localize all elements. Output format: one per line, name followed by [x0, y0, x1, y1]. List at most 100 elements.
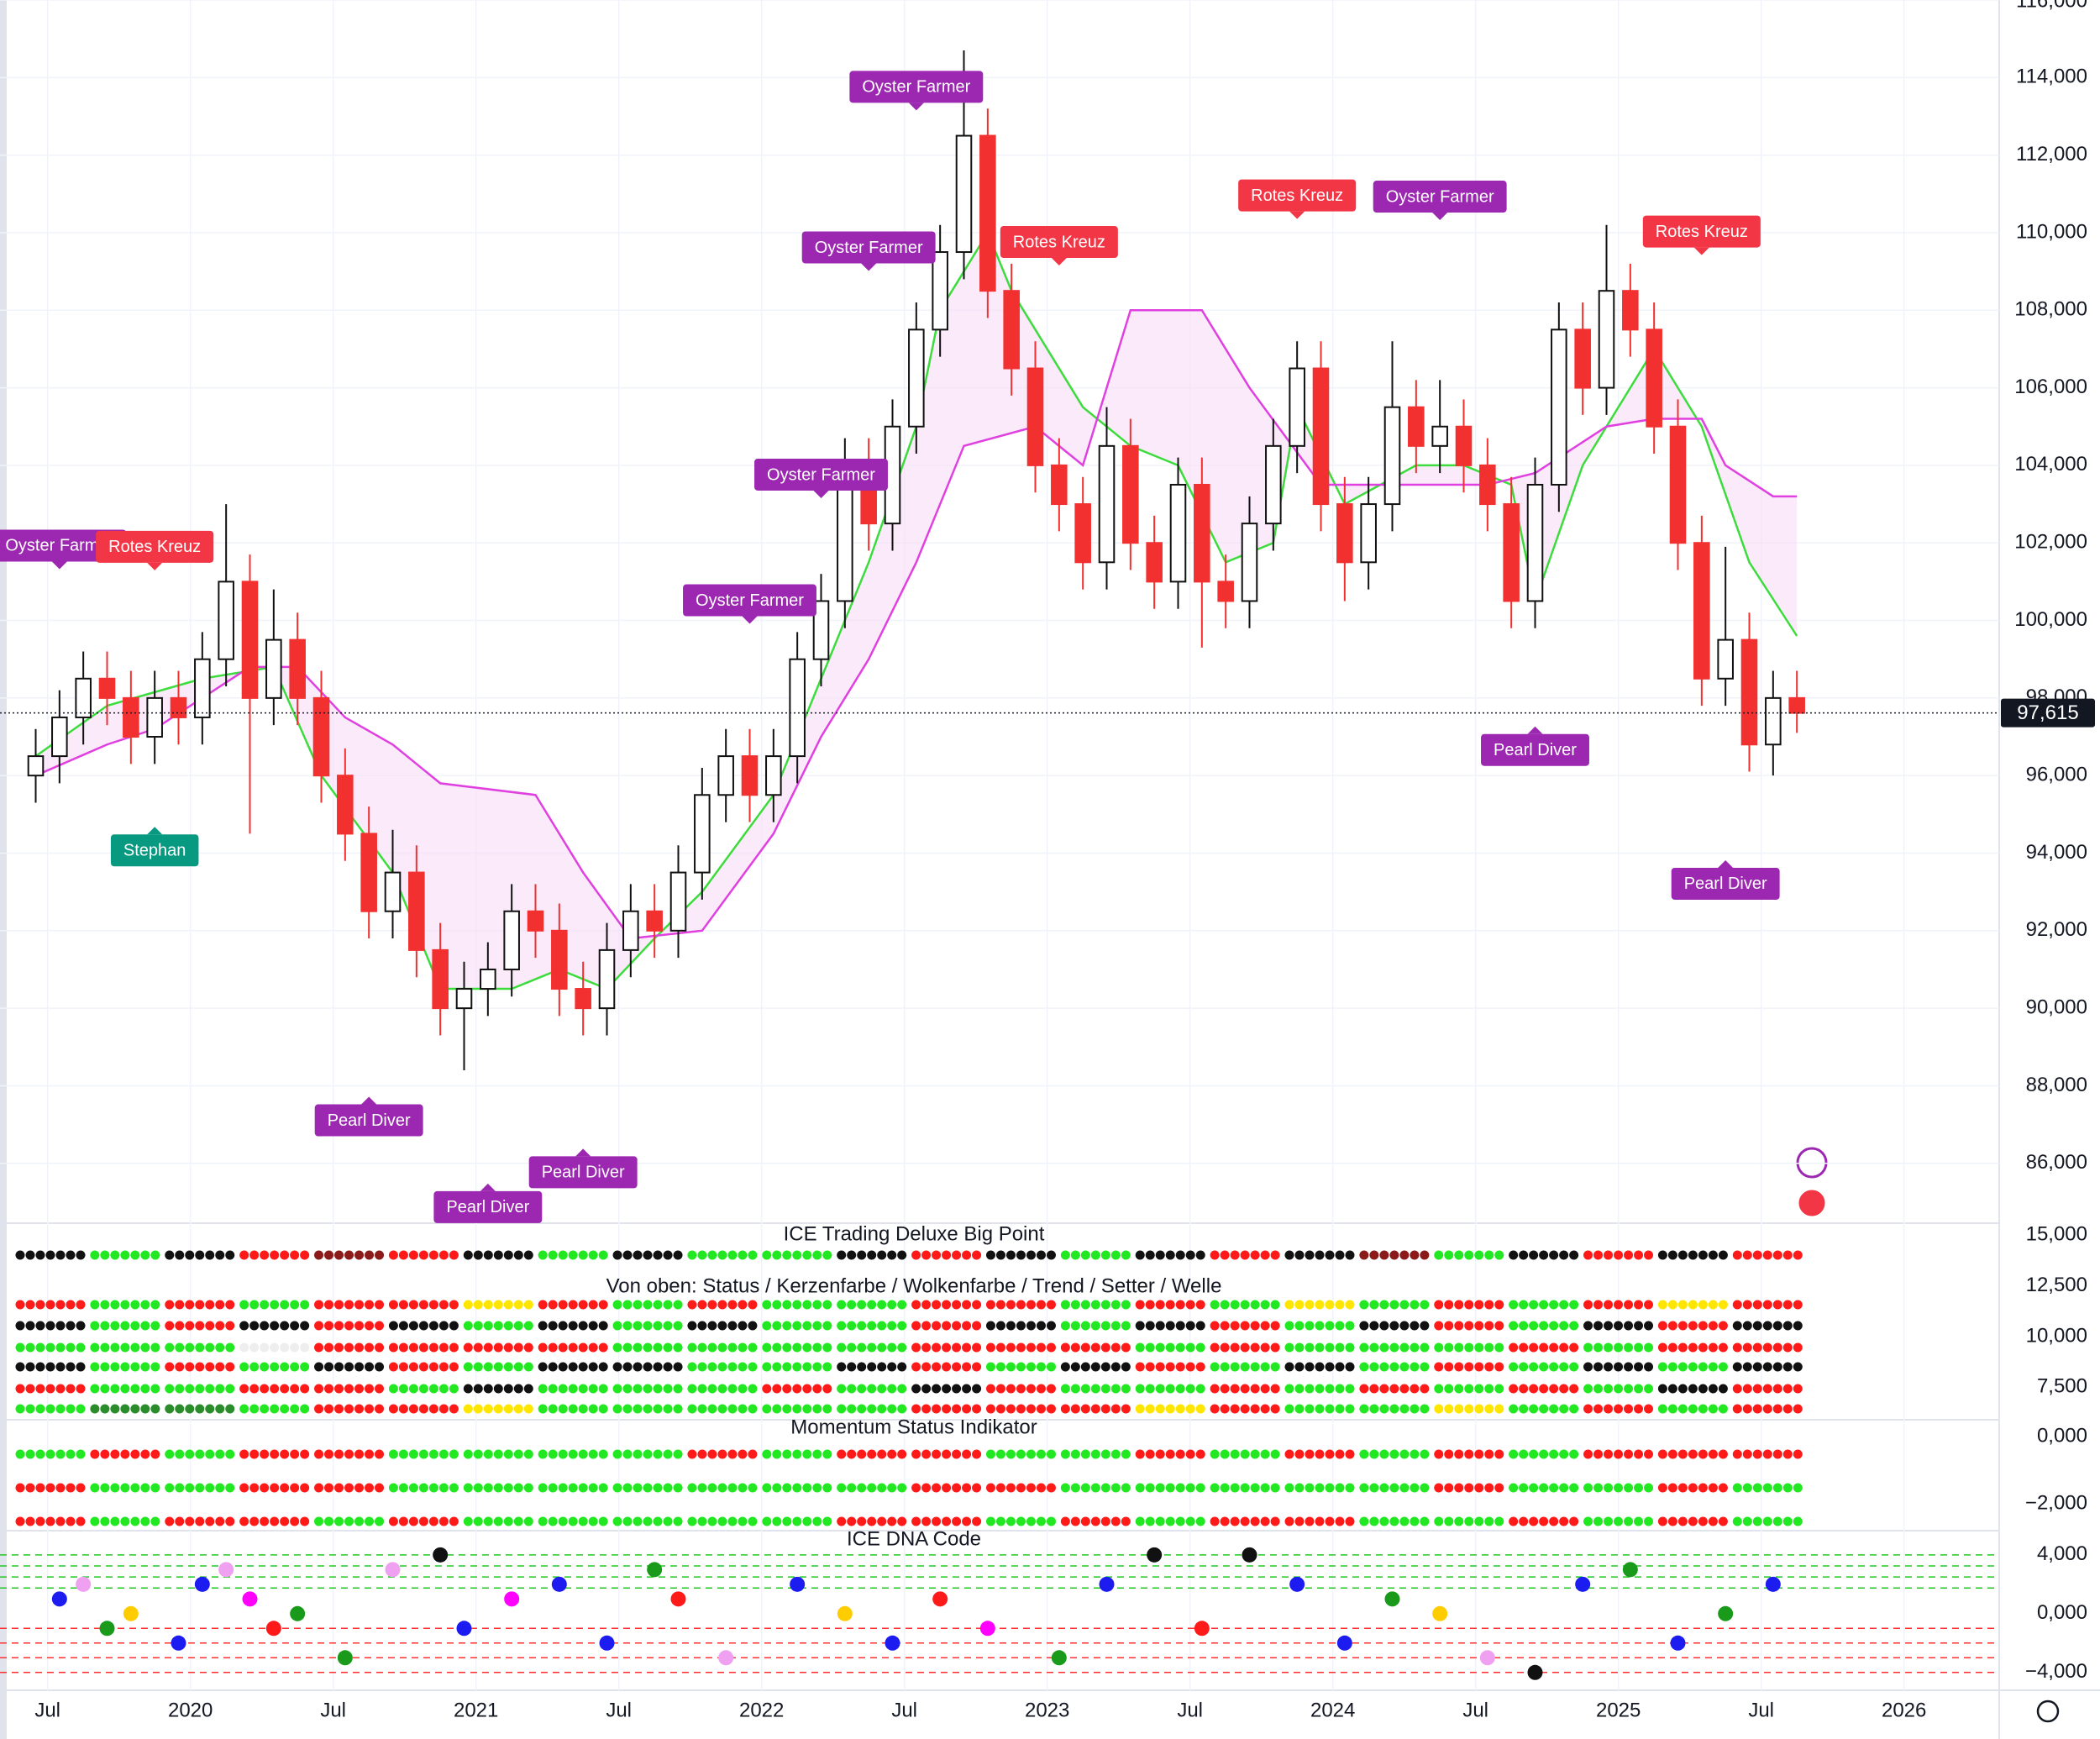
x-tick-label: Jul — [1748, 1699, 1774, 1721]
dna-dot — [123, 1605, 139, 1621]
dna-dot — [1242, 1547, 1257, 1563]
candle-body — [312, 696, 330, 777]
annotation-text: Oyster Farmer — [696, 591, 804, 610]
annotation-pointer — [361, 1096, 377, 1105]
annotation-pointer — [908, 102, 924, 111]
alert-icon[interactable] — [1796, 1147, 1828, 1179]
annotation: Rotes Kreuz — [96, 530, 214, 570]
candle-body — [455, 988, 473, 1010]
candle-body — [979, 134, 996, 292]
annotation: Rotes Kreuz — [1238, 179, 1357, 219]
dna-dot — [718, 1650, 734, 1666]
candle-body — [1312, 367, 1330, 506]
dna-dot — [1432, 1605, 1448, 1621]
annotation-pointer — [1693, 247, 1709, 255]
candle-body — [98, 677, 116, 699]
x-tick-label: 2022 — [739, 1699, 784, 1721]
annotation: Stephan — [110, 827, 199, 867]
annotation-text: Oyster Farmer — [767, 465, 875, 484]
annotation-box — [849, 71, 984, 103]
overlay-line — [35, 309, 1798, 940]
dna-dot — [670, 1591, 686, 1607]
y-tick-label: 94,000 — [2026, 841, 2087, 864]
annotation: Oyster Farmer — [849, 71, 984, 111]
candle-body — [1241, 523, 1258, 602]
annotation-box — [1642, 215, 1761, 248]
candle-body — [1693, 542, 1710, 680]
dna-dot — [1099, 1576, 1115, 1592]
annotation-text: Oyster Farmer — [815, 239, 923, 257]
flag-icon[interactable] — [1796, 1187, 1828, 1219]
y-tick-label: 88,000 — [2026, 1074, 2087, 1096]
annotation: Oyster Farmer — [754, 458, 888, 498]
dna-dot — [1718, 1605, 1734, 1621]
candle-body — [337, 775, 354, 835]
y-tick-label: 12,500 — [2026, 1274, 2087, 1296]
candle-body — [1169, 483, 1187, 583]
y-tick-label: 112,000 — [2016, 143, 2087, 165]
dna-dot — [1479, 1650, 1495, 1666]
annotation-box — [1000, 226, 1118, 259]
y-tick-label: −4,000 — [2025, 1660, 2087, 1683]
candle-body — [27, 755, 45, 777]
candle-body — [622, 910, 639, 951]
candle-body — [812, 600, 830, 660]
annotation: Pearl Diver — [314, 1096, 423, 1137]
y-tick-label: 108,000 — [2014, 298, 2087, 321]
candle-body — [1622, 290, 1639, 331]
dna-dot — [265, 1621, 281, 1637]
y-tick-label: 0,000 — [2037, 1601, 2087, 1624]
y-tick-label: 4,000 — [2037, 1542, 2087, 1565]
dna-dot — [790, 1576, 806, 1592]
x-tick-label: Jul — [1177, 1699, 1203, 1721]
candle-body — [1003, 290, 1020, 370]
pane-title: Von oben: Status / Kerzenfarbe / Wolkenf… — [606, 1274, 1222, 1297]
pane-title: ICE DNA Code — [847, 1527, 981, 1550]
candle-body — [1146, 542, 1163, 583]
candle-body — [955, 134, 973, 254]
candle-body — [1646, 328, 1662, 428]
annotation-box — [1373, 181, 1507, 213]
annotation-pointer — [742, 616, 758, 624]
dna-dot — [456, 1621, 472, 1637]
annotation: Oyster Farmer — [1373, 181, 1507, 221]
dna-dot — [1147, 1547, 1163, 1563]
candle-body — [1431, 425, 1448, 447]
candle-body — [170, 696, 187, 718]
dna-dot — [290, 1605, 306, 1621]
candle-body — [1360, 503, 1377, 564]
annotation-pointer — [813, 490, 829, 498]
candle-body — [1574, 328, 1591, 389]
candle-body — [432, 948, 449, 1010]
dna-dot — [385, 1562, 401, 1578]
candle-body — [1098, 444, 1116, 564]
settings-icon[interactable] — [2036, 1700, 2060, 1723]
dna-dot — [1622, 1562, 1638, 1578]
annotation-pointer — [861, 263, 877, 271]
y-tick-label: 10,000 — [2026, 1324, 2087, 1347]
y-tick-label: 114,000 — [2016, 66, 2087, 88]
annotation-text: Oyster Farmer — [1386, 187, 1494, 206]
x-tick-label: 2026 — [1882, 1699, 1926, 1721]
annotation-pointer — [480, 1183, 496, 1191]
candle-body — [75, 677, 92, 718]
last-price-label: 97,615 — [2017, 701, 2078, 724]
candle-body — [765, 755, 782, 796]
dna-dot — [171, 1635, 186, 1651]
candle-body — [480, 968, 496, 990]
annotation: Rotes Kreuz — [1642, 215, 1761, 255]
annotation-text: Rotes Kreuz — [108, 538, 201, 556]
candle-body — [1740, 638, 1758, 746]
candle-body — [669, 871, 687, 932]
annotation: Pearl Diver — [1671, 859, 1780, 900]
dna-dot — [1670, 1635, 1686, 1651]
dna-dot — [551, 1576, 567, 1592]
annotation-text: Pearl Diver — [328, 1111, 411, 1130]
candle-body — [1765, 696, 1782, 746]
dna-dot — [242, 1591, 258, 1607]
annotation-text: Oyster Farmer — [862, 78, 970, 97]
dna-dot — [1384, 1591, 1400, 1607]
candle-body — [1265, 444, 1282, 525]
y-tick-label: 104,000 — [2014, 453, 2087, 475]
